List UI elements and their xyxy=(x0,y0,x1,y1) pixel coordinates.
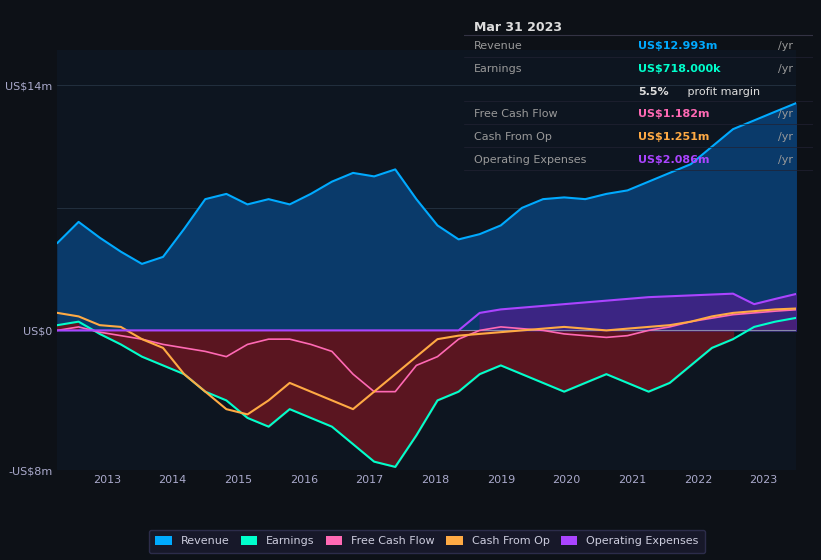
Text: 5.5%: 5.5% xyxy=(639,87,669,97)
Text: Free Cash Flow: Free Cash Flow xyxy=(475,109,558,119)
Text: Cash From Op: Cash From Op xyxy=(475,132,553,142)
Text: /yr: /yr xyxy=(778,155,793,165)
Text: profit margin: profit margin xyxy=(684,87,759,97)
Text: /yr: /yr xyxy=(778,109,793,119)
Text: /yr: /yr xyxy=(778,132,793,142)
Text: /yr: /yr xyxy=(778,41,793,51)
Text: Earnings: Earnings xyxy=(475,64,523,74)
Text: Mar 31 2023: Mar 31 2023 xyxy=(475,21,562,34)
Text: US$718.000k: US$718.000k xyxy=(639,64,721,74)
Text: US$12.993m: US$12.993m xyxy=(639,41,718,51)
Text: Operating Expenses: Operating Expenses xyxy=(475,155,587,165)
Text: /yr: /yr xyxy=(778,64,793,74)
Legend: Revenue, Earnings, Free Cash Flow, Cash From Op, Operating Expenses: Revenue, Earnings, Free Cash Flow, Cash … xyxy=(149,530,705,553)
Text: Revenue: Revenue xyxy=(475,41,523,51)
Text: US$2.086m: US$2.086m xyxy=(639,155,710,165)
Text: US$1.182m: US$1.182m xyxy=(639,109,710,119)
Text: US$1.251m: US$1.251m xyxy=(639,132,709,142)
